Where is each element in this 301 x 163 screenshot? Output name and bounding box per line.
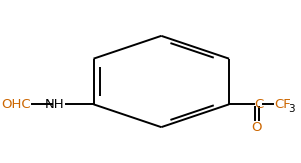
Text: CF: CF bbox=[274, 98, 290, 111]
Text: 3: 3 bbox=[288, 104, 295, 114]
Text: O: O bbox=[252, 121, 262, 134]
Text: C: C bbox=[254, 98, 263, 111]
Text: NH: NH bbox=[45, 98, 65, 111]
Text: OHC: OHC bbox=[2, 98, 31, 111]
